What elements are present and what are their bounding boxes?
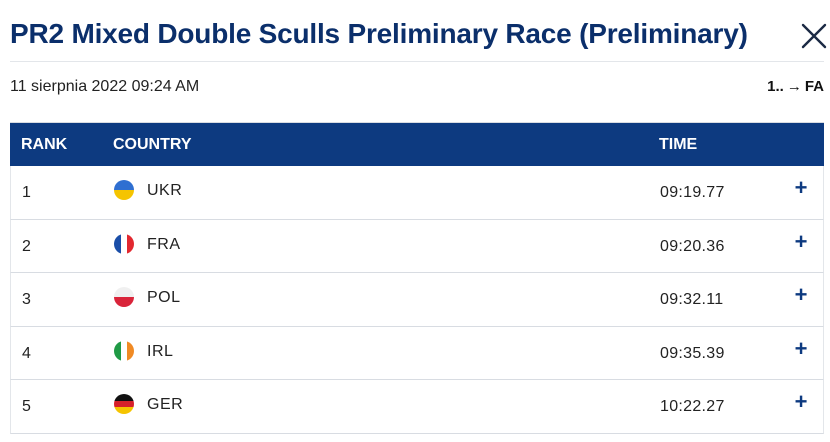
expand-row-button[interactable]: + bbox=[794, 228, 808, 254]
rank-cell: 4 bbox=[22, 344, 31, 362]
country-cell: UKR bbox=[147, 182, 183, 199]
progression-from: 1.. bbox=[767, 78, 784, 95]
expand-row-button[interactable]: + bbox=[794, 175, 808, 200]
rank-cell: 2 bbox=[22, 237, 31, 255]
race-datetime: 11 sierpnia 2022 09:24 AM bbox=[10, 78, 200, 95]
table-row[interactable]: 4 IRL 09:35.39 + bbox=[10, 326, 824, 380]
column-header-rank: RANK bbox=[21, 136, 68, 153]
flag-icon-ger bbox=[114, 394, 134, 414]
time-cell: 09:20.36 bbox=[660, 237, 725, 255]
expand-row-button[interactable]: + bbox=[794, 282, 808, 307]
table-row[interactable]: 2 FRA 09:20.36 + bbox=[10, 219, 824, 273]
results-table: RANK COUNTRY TIME 1 UKR 09:19.77 +2 FRA 09:20… bbox=[10, 122, 824, 434]
race-meta: 11 sierpnia 2022 09:24 AM 1.. → FA bbox=[10, 78, 824, 100]
column-header-time: TIME bbox=[659, 136, 698, 153]
flag-icon-pol bbox=[114, 287, 134, 307]
rank-cell: 3 bbox=[22, 291, 31, 308]
table-row[interactable]: 1 UKR 09:19.77 + bbox=[10, 166, 824, 220]
table-header: RANK COUNTRY TIME bbox=[10, 123, 824, 166]
flag-icon-fra bbox=[114, 233, 134, 254]
page-title: PR2 Mixed Double Sculls Preliminary Race… bbox=[10, 18, 748, 49]
progression-rule: 1.. → FA bbox=[767, 78, 824, 95]
expand-row-button[interactable]: + bbox=[794, 389, 808, 414]
time-cell: 09:19.77 bbox=[660, 184, 725, 201]
country-cell: GER bbox=[147, 396, 184, 413]
title-bar: PR2 Mixed Double Sculls Preliminary Race… bbox=[10, 18, 830, 58]
rank-cell: 1 bbox=[22, 184, 31, 201]
close-icon bbox=[801, 23, 827, 49]
time-cell: 09:35.39 bbox=[660, 344, 725, 362]
table-body: 1 UKR 09:19.77 +2 FRA 09:20.36 +3 POL 09:32.11 +4… bbox=[10, 166, 824, 434]
arrow-right-icon: → bbox=[786, 78, 802, 95]
time-cell: 10:22.27 bbox=[660, 398, 725, 415]
close-button[interactable] bbox=[800, 18, 830, 56]
column-header-country: COUNTRY bbox=[113, 136, 192, 153]
country-cell: POL bbox=[147, 289, 181, 306]
table-row[interactable]: 3 POL 09:32.11 + bbox=[10, 273, 824, 327]
flag-icon-ukr bbox=[114, 180, 134, 200]
table-row[interactable]: 5 GER 10:22.27 + bbox=[10, 380, 824, 434]
progression-to: FA bbox=[804, 78, 824, 95]
header-divider bbox=[10, 61, 824, 62]
rank-cell: 5 bbox=[22, 398, 31, 415]
country-cell: FRA bbox=[147, 235, 181, 253]
flag-icon-irl bbox=[114, 340, 134, 361]
time-cell: 09:32.11 bbox=[660, 291, 724, 308]
expand-row-button[interactable]: + bbox=[794, 335, 808, 361]
country-cell: IRL bbox=[147, 342, 174, 360]
